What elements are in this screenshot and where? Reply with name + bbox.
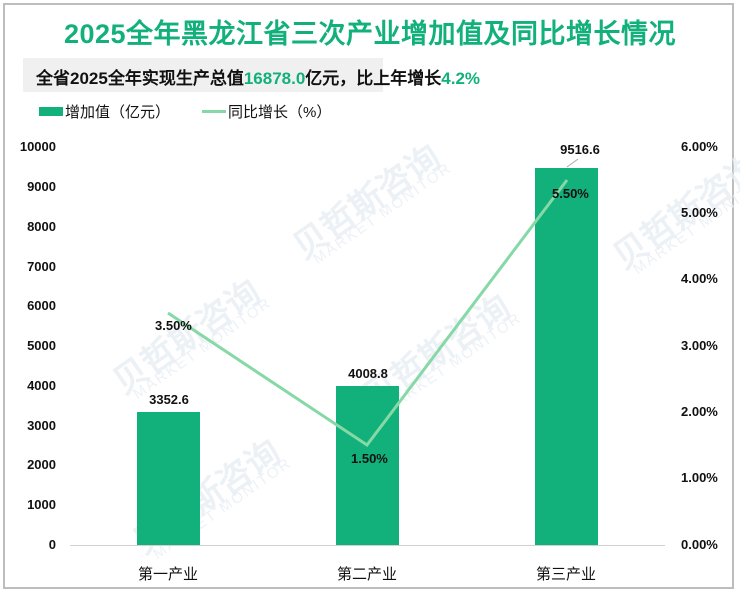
legend: 增加值（亿元） 同比增长（%） — [39, 101, 363, 121]
legend-line-label: 同比增长（%） — [228, 103, 332, 121]
growth-value-label: 3.50% — [155, 318, 192, 333]
y-axis-tick: 2000 — [27, 457, 56, 472]
subtitle-middle: 亿元，比上年增长 — [305, 69, 442, 88]
y2-axis-tick: 2.00% — [681, 404, 718, 419]
chart-title: 2025全年黑龙江省三次产业增加值及同比增长情况 — [63, 19, 677, 49]
y2-axis-tick: 5.00% — [681, 205, 718, 220]
y2-axis-tick: 1.00% — [681, 470, 718, 485]
legend-item-bar[interactable]: 增加值（亿元） — [39, 101, 170, 122]
y-axis-tick: 1000 — [27, 497, 56, 512]
y-axis-tick: 8000 — [27, 219, 56, 234]
y-axis-tick: 10000 — [19, 139, 56, 154]
gdp-value: 16878.0 — [243, 69, 306, 88]
x-axis-label: 第三产业 — [535, 566, 596, 583]
legend-item-line[interactable]: 同比增长（%） — [202, 101, 331, 122]
legend-bar-label: 增加值（亿元） — [65, 103, 171, 121]
y-axis-tick: 0 — [48, 537, 56, 552]
growth-value: 4.2% — [441, 69, 481, 88]
x-axis-label: 第一产业 — [137, 566, 198, 583]
bar-primary-industry[interactable] — [137, 412, 200, 545]
y-axis-tick: 7000 — [27, 259, 56, 274]
subtitle-background — [23, 58, 383, 92]
subtitle-prefix: 全省2025全年实现生产总值 — [36, 69, 244, 88]
bar-value-label: 3352.6 — [149, 392, 189, 407]
y2-axis-tick: 3.00% — [681, 338, 718, 353]
bar-value-label: 9516.6 — [560, 142, 600, 157]
x-axis-label: 第二产业 — [336, 566, 397, 583]
bar-swatch-icon — [39, 106, 63, 116]
y-axis-tick: 4000 — [27, 378, 56, 393]
y-axis-tick: 3000 — [27, 418, 56, 433]
y2-axis-tick: 6.00% — [681, 139, 718, 154]
growth-value-label: 5.50% — [552, 186, 589, 201]
y-axis-tick: 5000 — [27, 338, 56, 353]
y2-axis-tick: 0.00% — [681, 537, 718, 552]
bar-value-label: 4008.8 — [348, 366, 388, 381]
line-swatch-icon — [202, 109, 227, 113]
y2-axis-tick: 4.00% — [681, 271, 718, 286]
bar-tertiary-industry[interactable] — [535, 168, 598, 545]
y-axis-tick: 9000 — [27, 179, 56, 194]
x-axis-line — [70, 545, 665, 546]
chart-subtitle: 全省2025全年实现生产总值16878.0亿元，比上年增长4.2% — [36, 64, 480, 89]
growth-value-label: 1.50% — [351, 451, 388, 466]
y-axis-tick: 6000 — [27, 298, 56, 313]
